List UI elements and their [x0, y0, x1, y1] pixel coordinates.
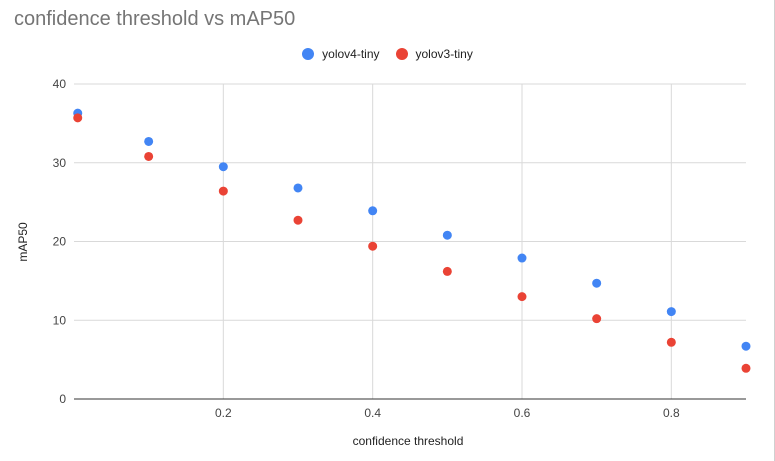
legend-marker-series-0 — [302, 48, 315, 60]
y-axis-title: mAP50 — [16, 222, 30, 262]
point-series-1[interactable] — [592, 314, 602, 324]
point-series-0[interactable] — [218, 162, 228, 172]
point-series-0[interactable] — [293, 183, 303, 193]
point-series-0[interactable] — [442, 230, 452, 240]
point-series-1[interactable] — [517, 292, 527, 302]
point-series-1[interactable] — [293, 215, 303, 225]
legend-item-series-1[interactable]: yolov3-tiny — [395, 47, 473, 61]
point-series-1[interactable] — [368, 241, 378, 251]
data-points — [73, 108, 751, 373]
chart-title: confidence threshold vs mAP50 — [14, 8, 296, 30]
point-series-1[interactable] — [442, 266, 452, 276]
y-tick-label: 10 — [53, 313, 67, 327]
point-series-0[interactable] — [368, 206, 378, 216]
point-series-0[interactable] — [741, 341, 751, 351]
point-series-0[interactable] — [517, 253, 527, 263]
legend-item-series-0[interactable]: yolov4-tiny — [302, 47, 380, 61]
point-series-1[interactable] — [144, 151, 154, 161]
y-tick-label: 0 — [59, 392, 66, 406]
y-tick-label: 40 — [53, 77, 67, 91]
x-tick-label: 0.4 — [364, 406, 381, 420]
x-tick-label: 0.8 — [663, 406, 680, 420]
point-series-0[interactable] — [592, 278, 602, 288]
point-series-1[interactable] — [666, 337, 676, 347]
x-tick-label: 0.6 — [514, 406, 531, 420]
legend-label-series-1: yolov3-tiny — [415, 47, 473, 61]
tick-labels: 0 10 20 30 40 0.2 0.4 0.6 0.8 — [53, 77, 680, 420]
legend-label-series-0: yolov4-tiny — [322, 47, 380, 61]
y-tick-label: 20 — [53, 235, 67, 249]
x-tick-label: 0.2 — [215, 406, 232, 420]
point-series-0[interactable] — [144, 136, 154, 146]
point-series-0[interactable] — [666, 307, 676, 317]
legend: yolov4-tiny yolov3-tiny — [0, 47, 775, 61]
point-series-1[interactable] — [741, 363, 751, 373]
legend-marker-series-1 — [395, 48, 408, 60]
x-axis-title: confidence threshold — [353, 434, 464, 448]
point-series-1[interactable] — [218, 186, 228, 196]
y-tick-label: 30 — [53, 156, 67, 170]
point-series-1[interactable] — [73, 113, 83, 123]
grid — [74, 83, 746, 400]
